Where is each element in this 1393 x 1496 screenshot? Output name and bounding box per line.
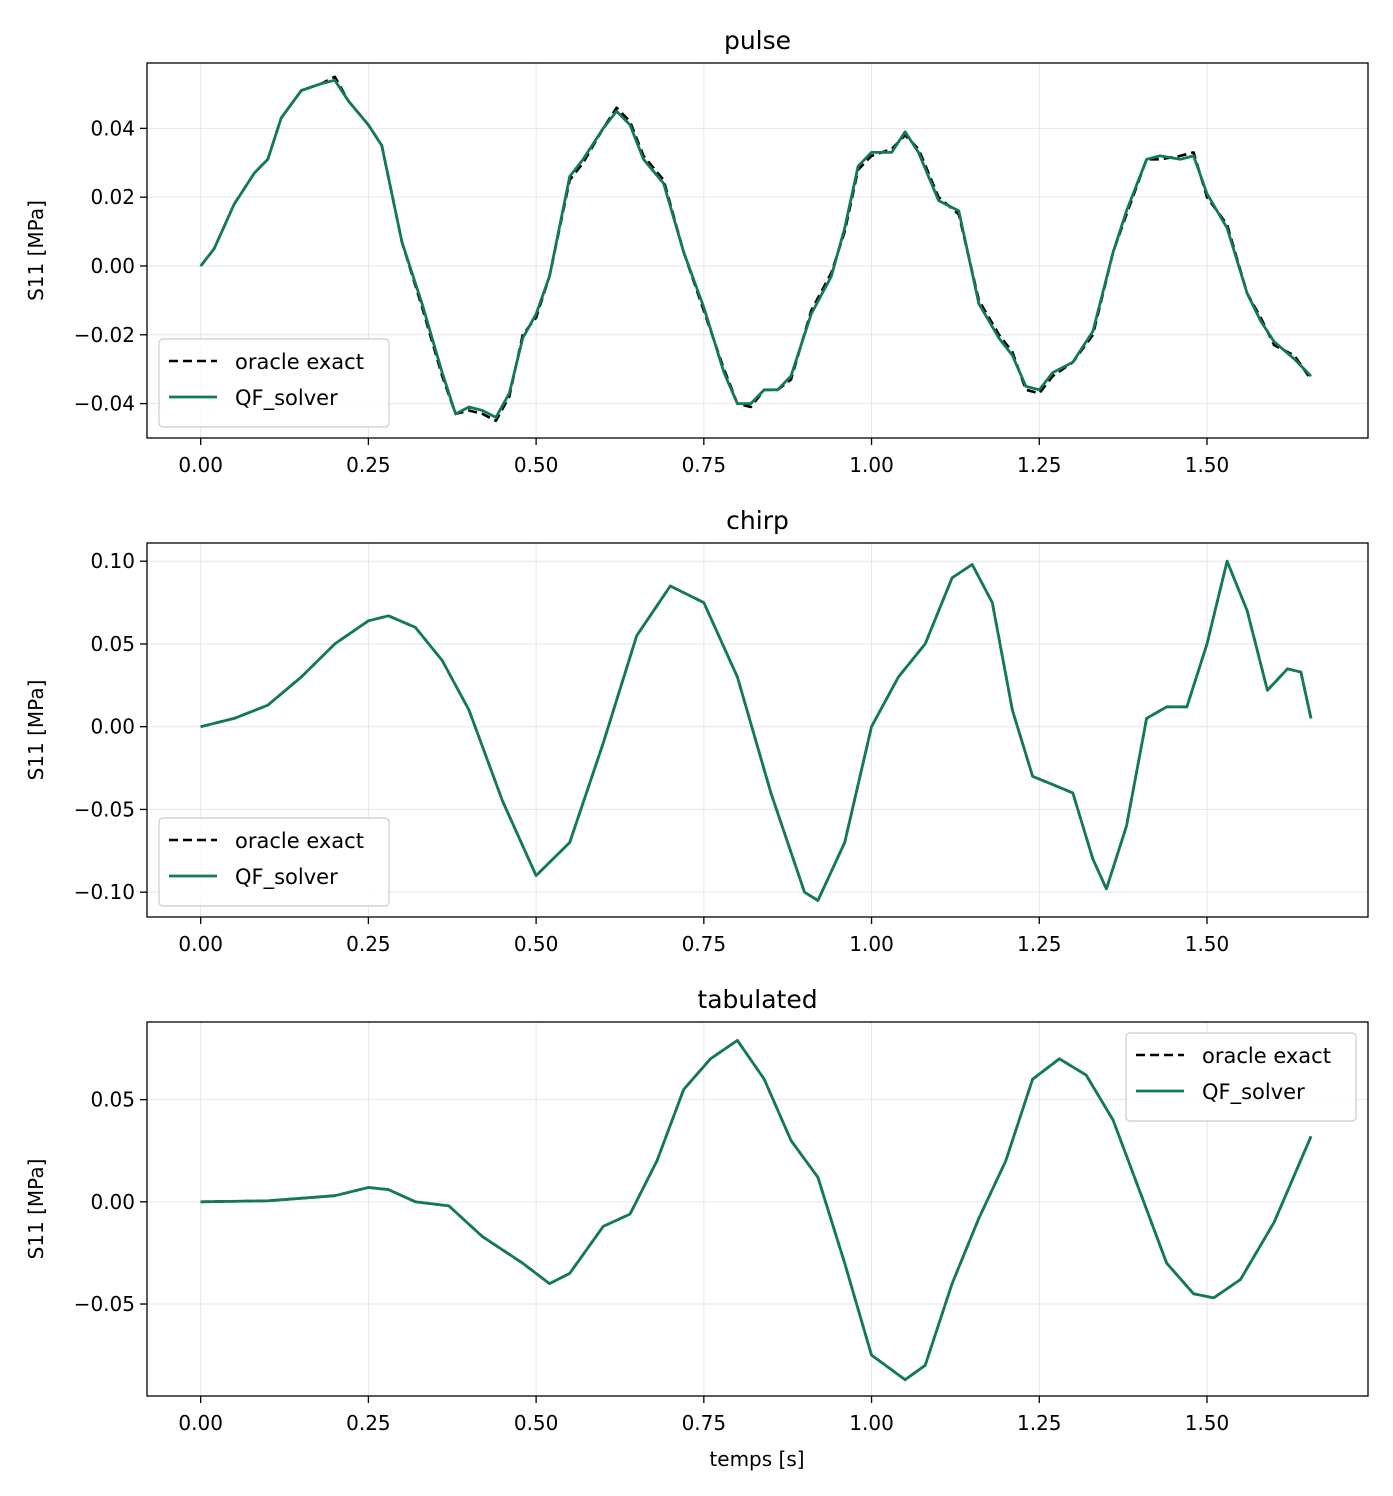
series-line-qf-solver xyxy=(199,78,1313,419)
x-tick-label: 0.50 xyxy=(514,453,559,477)
series-group xyxy=(200,559,1313,902)
x-tick-label: 0.25 xyxy=(346,1411,391,1435)
y-tick-label: 0.00 xyxy=(90,715,135,739)
series-line-qf-solver xyxy=(200,559,1313,902)
x-tick-label: 1.00 xyxy=(849,1411,894,1435)
x-tick-label: 0.25 xyxy=(346,453,391,477)
x-axis-label: temps [s] xyxy=(709,1447,804,1471)
x-tick-label: 0.25 xyxy=(346,932,391,956)
legend-label: oracle exact xyxy=(235,829,364,853)
x-tick-label: 1.25 xyxy=(1017,1411,1062,1435)
x-tick-label: 1.25 xyxy=(1017,453,1062,477)
x-tick-label: 1.00 xyxy=(849,932,894,956)
axes-frame xyxy=(146,542,1369,918)
x-tick-label: 0.50 xyxy=(514,932,559,956)
x-tick-label: 1.25 xyxy=(1017,932,1062,956)
subplot-title: pulse xyxy=(724,26,791,55)
series-group xyxy=(199,75,1313,423)
legend: oracle exact QF_solver xyxy=(158,817,390,907)
y-tick-label: 0.05 xyxy=(90,632,135,656)
x-tick-label: 0.50 xyxy=(514,1411,559,1435)
subplots: pulse 0.00 0.25 0.50 0.75 1.00 1.25 1.50 −0.04 −0… xyxy=(24,26,1369,1435)
x-tick-label: 0.00 xyxy=(178,453,223,477)
x-tick-label: 0.00 xyxy=(178,932,223,956)
y-tick-label: −0.04 xyxy=(74,392,135,416)
subplot-chirp: chirp 0.00 0.25 0.50 0.75 1.00 1.25 1.50 −0.10 −0… xyxy=(24,506,1369,956)
y-axis-label: S11 [MPa] xyxy=(24,1159,48,1260)
y-tick-label: −0.02 xyxy=(74,323,135,347)
legend-label: QF_solver xyxy=(235,386,338,411)
legend: oracle exact QF_solver xyxy=(1125,1032,1357,1122)
subplot-title: chirp xyxy=(726,506,789,535)
legend-label: QF_solver xyxy=(1202,1080,1305,1105)
y-tick-label: 0.05 xyxy=(90,1088,135,1112)
x-tick-label: 1.00 xyxy=(849,453,894,477)
y-tick-label: 0.10 xyxy=(90,549,135,573)
series-group xyxy=(200,1039,1313,1382)
x-tick-label: 0.00 xyxy=(178,1411,223,1435)
x-tick-label: 1.50 xyxy=(1185,453,1230,477)
legend-label: oracle exact xyxy=(1202,1044,1331,1068)
legend-label: oracle exact xyxy=(235,350,364,374)
series-line-qf-solver xyxy=(200,1039,1313,1382)
x-tick-label: 1.50 xyxy=(1185,1411,1230,1435)
y-tick-label: 0.02 xyxy=(90,185,135,209)
subplot-title: tabulated xyxy=(697,985,817,1014)
x-tick-label: 1.50 xyxy=(1185,932,1230,956)
subplot-pulse: pulse 0.00 0.25 0.50 0.75 1.00 1.25 1.50 −0.04 −0… xyxy=(24,26,1369,477)
legend-label: QF_solver xyxy=(235,865,338,890)
y-axis-label: S11 [MPa] xyxy=(24,680,48,781)
y-tick-label: −0.05 xyxy=(74,797,135,821)
axes-frame xyxy=(146,62,1369,439)
x-tick-label: 0.75 xyxy=(682,932,727,956)
subplot-tabulated: tabulated 0.00 0.25 0.50 0.75 1.00 1.25 1.50 −0.… xyxy=(24,985,1369,1435)
y-tick-label: 0.04 xyxy=(90,116,135,140)
y-tick-label: −0.10 xyxy=(74,880,135,904)
y-tick-label: 0.00 xyxy=(90,1190,135,1214)
axes-frame xyxy=(146,1021,1369,1397)
y-tick-label: −0.05 xyxy=(74,1292,135,1316)
x-tick-label: 0.75 xyxy=(682,1411,727,1435)
x-tick-label: 0.75 xyxy=(682,453,727,477)
legend: oracle exact QF_solver xyxy=(158,338,390,428)
y-axis-label: S11 [MPa] xyxy=(24,200,48,301)
y-tick-label: 0.00 xyxy=(90,254,135,278)
